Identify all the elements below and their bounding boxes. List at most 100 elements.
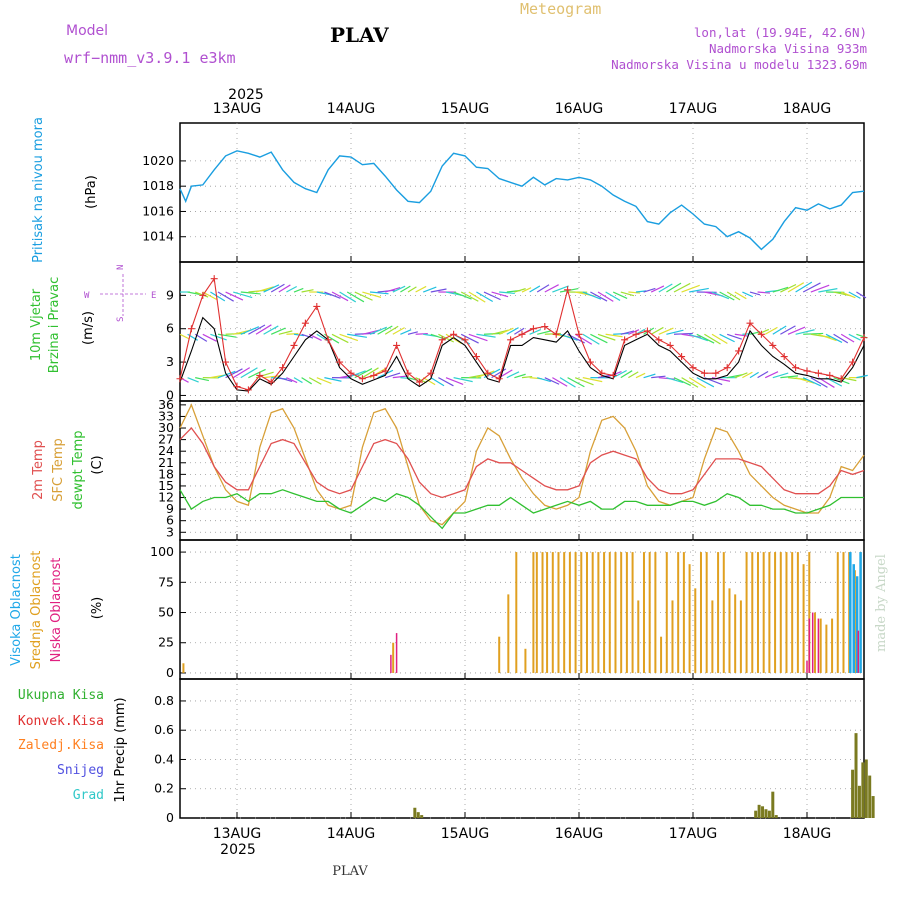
wind-arrow xyxy=(445,333,462,345)
wind-arrow xyxy=(727,333,742,340)
temp-ytick-label: 15 xyxy=(158,478,174,493)
mid-cloud-bar xyxy=(631,552,634,673)
year-bottom: 2025 xyxy=(220,842,256,858)
cloud-frame xyxy=(179,539,865,680)
wind-title-1: 10m Vjetar xyxy=(29,288,44,361)
wind-arrow xyxy=(240,326,260,335)
wind-arrow xyxy=(681,377,699,388)
precip-ytick-label: 0.2 xyxy=(154,781,174,796)
wind-arrow xyxy=(757,370,769,379)
wind-arrow xyxy=(612,369,627,379)
mid-cloud-bar xyxy=(625,552,628,673)
date-label-bottom: 18AUG xyxy=(783,826,832,842)
high-cloud-bar xyxy=(859,552,862,673)
wind-arrow xyxy=(764,326,778,335)
temp-ytick-label: 30 xyxy=(158,420,174,435)
wind-gust-marker xyxy=(860,334,868,342)
wind-gust-marker xyxy=(757,330,765,338)
date-label-top: 17AUG xyxy=(669,101,718,117)
mid-cloud-bar xyxy=(671,600,674,673)
wind-arrow xyxy=(635,372,646,379)
wind-arrow xyxy=(369,326,388,335)
wind-arrow xyxy=(658,327,674,335)
wind-arrow xyxy=(263,325,279,335)
wind-gust-marker xyxy=(358,375,366,383)
wind-gust-marker xyxy=(244,386,252,394)
mid-cloud-bar xyxy=(711,600,714,673)
wind-arrow xyxy=(430,377,445,387)
wind-gust-marker xyxy=(176,375,184,383)
wind-gust-marker xyxy=(347,369,355,377)
wind-arrow xyxy=(673,377,691,386)
wind-gust-marker xyxy=(575,330,583,338)
wind-arrow xyxy=(772,325,787,335)
date-label-bottom: 16AUG xyxy=(555,826,604,842)
wind-arrow xyxy=(331,333,349,344)
wind-gust-marker xyxy=(518,330,526,338)
low-cloud-bar xyxy=(808,618,811,673)
model-label: Model xyxy=(66,23,108,39)
pressure-ytick-label: 1020 xyxy=(142,153,174,168)
rain-conv-legend: Konvek.Kisa xyxy=(18,714,104,729)
wind-panel: 0 3 6 9 xyxy=(166,261,868,402)
pressure-title: Pritisak na nivou mora xyxy=(31,117,46,263)
wind-arrow xyxy=(536,284,550,293)
freezing-legend: Zaledj.Kisa xyxy=(18,738,104,753)
mid-cloud-bar xyxy=(660,636,663,673)
wind-arrow xyxy=(346,370,366,379)
model-altitude: Nadmorska Visina u modelu 1323.69m xyxy=(611,57,867,72)
wind-gust-marker xyxy=(803,367,811,375)
wind-gust-marker xyxy=(689,364,697,372)
wind-arrow xyxy=(688,377,707,389)
cloud-ylabel: (%) xyxy=(90,597,105,620)
wind-arrow xyxy=(772,372,789,379)
pressure-ytick-label: 1014 xyxy=(142,229,174,244)
mid-cloud-bar xyxy=(791,552,794,673)
wind-arrow xyxy=(628,291,641,294)
precip-panel: 0 0.2 0.4 0.6 0.8 xyxy=(154,678,875,825)
wind-gust-marker xyxy=(199,291,207,299)
mid-cloud-bar xyxy=(654,552,657,673)
wind-arrow xyxy=(704,333,721,345)
wind-arrow xyxy=(301,377,312,385)
wind-arrow xyxy=(803,332,824,335)
mid-cloud-bar xyxy=(585,552,588,673)
wind-gust-marker xyxy=(507,336,515,344)
mid-cloud-bar xyxy=(768,552,771,673)
wind-arrow xyxy=(491,291,509,298)
wind-arrow xyxy=(483,291,501,301)
wind-arrow xyxy=(187,333,198,341)
wind-arrow xyxy=(689,287,709,293)
wind-arrow xyxy=(377,325,393,335)
mid-cloud-bar xyxy=(182,663,185,673)
mid-cloud-bar xyxy=(498,636,501,673)
wind-arrow xyxy=(187,291,200,295)
wind-gust-marker xyxy=(609,371,617,379)
mid-cloud-bar xyxy=(682,552,685,673)
date-label-bottom: 15AUG xyxy=(441,826,490,842)
wind-arrow xyxy=(293,377,303,384)
sfc-temp-title: SFC Temp xyxy=(51,438,66,502)
wind-arrow xyxy=(559,377,576,388)
mid-cloud-bar xyxy=(699,552,702,673)
wind-arrow xyxy=(286,285,298,293)
wind-arrow xyxy=(552,285,569,293)
mid-cloud-bar xyxy=(688,564,691,673)
wind-arrow xyxy=(445,377,464,385)
wind-arrow xyxy=(780,325,796,335)
wind-gust-marker xyxy=(643,327,651,335)
lonlat: lon,lat (19.94E, 42.6N) xyxy=(694,25,867,40)
high-cloud-title: Visoka Oblacnost xyxy=(9,554,24,666)
rain-total-legend: Ukupna Kisa xyxy=(18,688,104,703)
wind-arrow xyxy=(331,291,349,302)
mid-cloud-bar xyxy=(637,600,640,673)
wind-arrow xyxy=(453,377,473,383)
date-label-bottom: 17AUG xyxy=(669,826,718,842)
precip-bar xyxy=(851,769,855,818)
wind-arrow xyxy=(362,367,379,379)
wind-arrow xyxy=(544,377,560,385)
compass-e: E xyxy=(151,291,156,301)
wind-arrow xyxy=(514,327,525,335)
wind-arrow xyxy=(628,371,639,379)
